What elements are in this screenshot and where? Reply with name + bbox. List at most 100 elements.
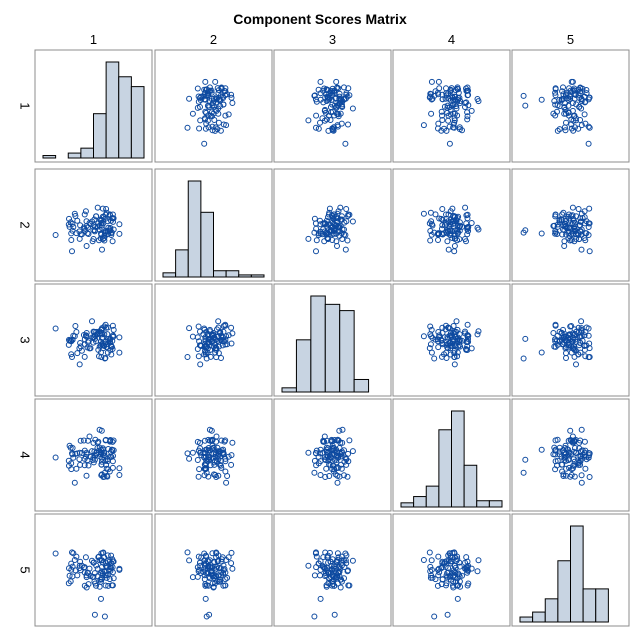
point-2-5-51: [579, 215, 586, 221]
point-2-1-65: [109, 211, 116, 218]
point-4-3-43: [331, 466, 338, 473]
point-3-2-92: [208, 331, 215, 338]
point-5-4-98: [427, 563, 434, 570]
point-4-3-49: [336, 445, 343, 451]
point-3-2-94: [213, 345, 220, 352]
point-5-1-86: [69, 549, 75, 556]
point-3-5-86: [586, 354, 593, 360]
point-4-5-95: [586, 452, 593, 459]
point-1-4-14: [439, 112, 445, 119]
point-3-1-86: [69, 354, 75, 360]
point-3-4-75: [420, 333, 427, 340]
point-1-2-91: [222, 112, 229, 119]
point-2-3-91: [325, 211, 332, 218]
point-3-2-99: [186, 325, 193, 332]
point-5-1-52: [69, 573, 76, 580]
point-4-5-94: [586, 474, 593, 480]
point-3-4-58: [451, 361, 458, 368]
point-4-1-81: [98, 461, 105, 468]
point-5-4-68: [456, 578, 463, 585]
point-4-2-92: [208, 427, 215, 434]
point-2-4-85: [427, 209, 434, 216]
point-2-4-97: [428, 231, 435, 238]
point-4-2-91: [222, 455, 229, 462]
point-5-2-60: [218, 572, 224, 579]
point-2-5-67: [552, 213, 559, 220]
hist-bar-5-3: [557, 560, 571, 623]
point-5-1-96: [52, 550, 59, 557]
point-5-3-96: [342, 550, 349, 557]
point-3-2-2: [195, 353, 202, 360]
point-5-4-77: [447, 560, 454, 567]
point-2-4-37: [468, 220, 475, 226]
point-5-1-61: [77, 558, 84, 565]
point-4-1-41: [105, 446, 112, 452]
point-5-2-87: [194, 573, 201, 580]
point-2-1-91: [81, 211, 88, 218]
point-4-1-75: [71, 479, 78, 486]
point-2-1-26: [82, 208, 89, 215]
point-4-5-75: [578, 479, 585, 486]
point-1-3-82: [330, 124, 337, 131]
point-2-1-94: [100, 220, 107, 227]
point-4-2-87: [194, 457, 201, 463]
point-2-5-99: [578, 246, 585, 253]
point-2-1-86: [69, 248, 75, 255]
point-3-4-84: [465, 335, 471, 342]
point-3-1-14: [81, 353, 88, 360]
point-2-5-97: [578, 231, 585, 238]
point-1-3-99: [342, 95, 349, 102]
point-5-2-71: [203, 613, 210, 620]
point-1-3-96: [342, 140, 349, 147]
point-1-2-69: [197, 97, 204, 103]
point-1-2-82: [205, 124, 212, 131]
point-5-1-81: [98, 576, 105, 583]
point-1-2-9: [189, 110, 196, 117]
hist-bar-2-1: [175, 249, 189, 278]
point-3-2-83: [218, 333, 225, 340]
point-5-4-88: [475, 557, 482, 564]
point-3-1-0: [116, 334, 123, 341]
point-5-4-0: [435, 565, 442, 572]
point-3-4-89: [453, 318, 460, 325]
point-3-2-86: [184, 354, 191, 360]
point-2-3-95: [326, 205, 333, 212]
point-5-4-92: [474, 568, 481, 575]
point-4-2-97: [201, 472, 208, 479]
point-4-5-0: [569, 465, 576, 472]
point-4-5-45: [563, 465, 570, 472]
point-4-5-34: [538, 446, 545, 453]
point-2-5-81: [559, 231, 566, 238]
point-3-5-76: [585, 332, 592, 339]
point-3-5-71: [520, 355, 527, 362]
point-1-2-87: [194, 104, 201, 111]
point-4-3-81: [326, 461, 333, 468]
point-5-1-84: [107, 567, 114, 574]
point-5-1-34: [98, 595, 104, 602]
point-1-2-60: [218, 92, 224, 99]
point-5-3-58: [305, 562, 312, 569]
point-1-3-66: [345, 121, 351, 128]
point-1-3-85: [326, 91, 333, 98]
point-1-2-32: [228, 91, 235, 98]
point-3-2-91: [222, 341, 229, 348]
point-2-3-2: [313, 237, 320, 244]
point-1-2-96: [201, 140, 208, 147]
point-4-2-93: [202, 437, 208, 444]
point-1-5-79: [583, 87, 590, 93]
point-1-5-95: [586, 94, 593, 101]
point-2-5-73: [562, 221, 569, 228]
point-2-3-82: [330, 227, 337, 234]
point-1-4-89: [453, 105, 460, 112]
point-4-2-72: [194, 438, 201, 445]
point-1-2-13: [202, 108, 209, 115]
point-2-4-98: [427, 228, 434, 234]
point-2-1-69: [97, 235, 104, 242]
point-2-1-32: [103, 206, 110, 212]
point-5-1-38: [91, 611, 98, 618]
point-1-5-50: [583, 90, 590, 97]
point-2-1-85: [103, 209, 110, 216]
point-4-5-54: [556, 451, 563, 458]
hist-bar-2-5: [225, 270, 240, 278]
point-2-1-9: [83, 243, 90, 249]
